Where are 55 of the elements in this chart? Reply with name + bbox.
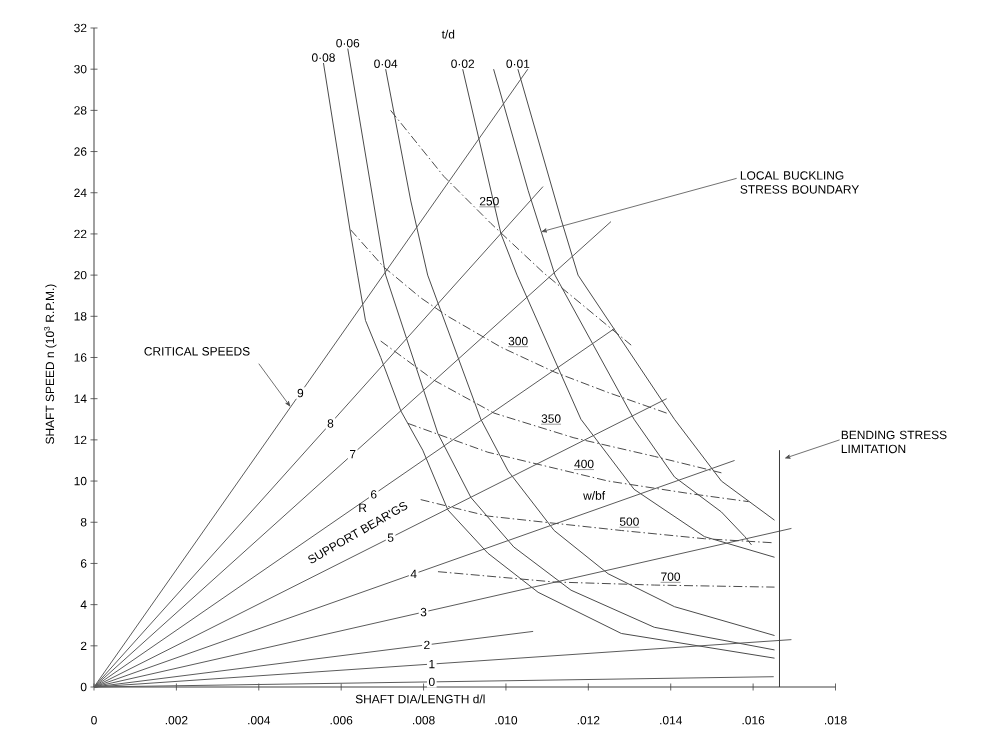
series-label: 500 bbox=[619, 517, 639, 526]
series-label: 400 bbox=[574, 459, 594, 469]
series-label: 8 bbox=[327, 419, 334, 428]
y-tick-label: 24 bbox=[74, 188, 87, 197]
x-tick-label: .016 bbox=[742, 716, 765, 725]
x-tick-label: .006 bbox=[330, 716, 353, 725]
x-tick-label: .014 bbox=[660, 716, 683, 725]
annotation: BENDING STRESS LIMITATION bbox=[841, 430, 947, 454]
series-label: 6 bbox=[371, 490, 377, 499]
series-label: 0·01 bbox=[506, 59, 530, 68]
y-tick-label: 32 bbox=[74, 23, 87, 33]
series-label: 0·04 bbox=[374, 59, 398, 68]
y-tick-label: 18 bbox=[74, 312, 87, 321]
series-label: 250 bbox=[479, 196, 499, 206]
series-label: 0·08 bbox=[311, 53, 335, 62]
annotation: CRITICAL SPEEDS bbox=[144, 347, 250, 356]
series-label: 2 bbox=[424, 640, 430, 650]
series-label: 0·06 bbox=[336, 38, 360, 48]
series-label: 9 bbox=[297, 388, 304, 398]
series-label: 0·02 bbox=[451, 59, 475, 68]
y-tick-label: 22 bbox=[74, 229, 87, 239]
annotation: t/d bbox=[441, 29, 455, 39]
x-tick-label: 0 bbox=[91, 716, 97, 725]
series-label: 7 bbox=[349, 450, 356, 459]
series-label: 350 bbox=[541, 414, 561, 423]
x-axis-title: SHAFT DIA/LENGTH d/l bbox=[355, 694, 485, 704]
y-tick-label: 16 bbox=[74, 353, 87, 362]
annotation: LOCAL BUCKLING STRESS BOUNDARY bbox=[740, 171, 859, 194]
y-tick-label: 26 bbox=[74, 147, 87, 156]
x-tick-label: .008 bbox=[413, 716, 435, 725]
y-tick-label: 12 bbox=[74, 435, 87, 445]
y-tick-label: 2 bbox=[80, 641, 87, 650]
series-label: 0 bbox=[428, 677, 435, 687]
y-tick-label: 14 bbox=[74, 394, 87, 403]
y-tick-label: 10 bbox=[74, 476, 87, 486]
x-tick-label: .002 bbox=[165, 716, 188, 725]
y-tick-label: 8 bbox=[80, 518, 87, 527]
y-tick-label: 30 bbox=[74, 64, 87, 74]
series-label: 300 bbox=[508, 336, 528, 346]
y-tick-label: 6 bbox=[80, 559, 87, 568]
x-tick-label: .018 bbox=[824, 716, 847, 725]
x-tick-label: .010 bbox=[495, 716, 518, 725]
y-tick-label: 20 bbox=[74, 270, 87, 280]
y-tick-label: 28 bbox=[74, 106, 87, 115]
annotation: w/bf bbox=[583, 491, 606, 500]
series-label: 1 bbox=[429, 659, 435, 669]
y-tick-label: 4 bbox=[80, 600, 87, 609]
series-label: 3 bbox=[420, 607, 427, 617]
series-label: 700 bbox=[661, 572, 681, 581]
x-tick-label: .004 bbox=[248, 716, 271, 725]
series-label: 5 bbox=[387, 533, 394, 542]
x-tick-label: .012 bbox=[577, 716, 600, 725]
series-label: 4 bbox=[410, 569, 417, 579]
y-axis-title: SHAFT SPEED n (10$^{3}$ R.P.M.) bbox=[44, 284, 57, 444]
y-tick-label: 0 bbox=[80, 682, 87, 692]
